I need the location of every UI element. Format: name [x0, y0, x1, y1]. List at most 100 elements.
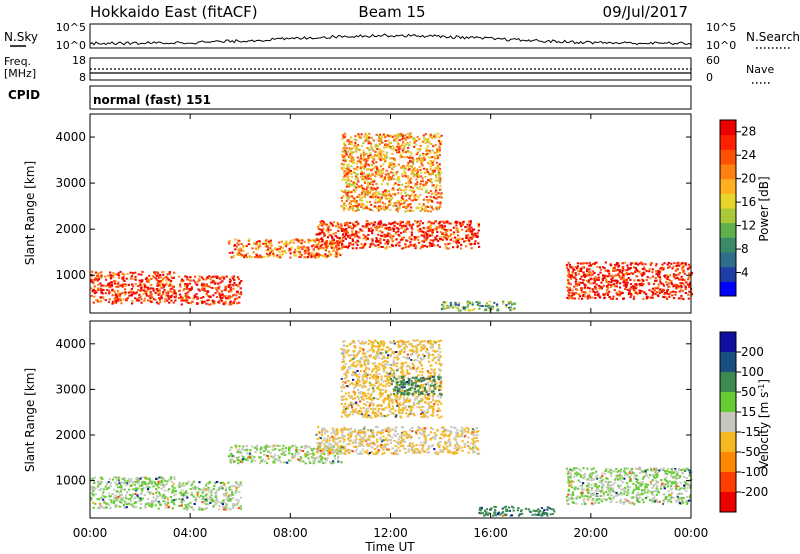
- data-cell: [318, 446, 321, 449]
- data-cell: [475, 430, 479, 433]
- data-cell: [113, 476, 116, 479]
- data-cell: [606, 286, 610, 289]
- data-cell: [440, 227, 443, 230]
- data-cell: [99, 300, 102, 303]
- data-cell: [134, 297, 137, 300]
- data-cell: [337, 226, 340, 229]
- data-cell: [418, 222, 422, 225]
- data-cell: [388, 200, 391, 203]
- data-cell: [589, 296, 592, 299]
- data-cell: [233, 299, 236, 302]
- data-cell: [349, 170, 352, 172]
- data-cell: [400, 196, 403, 199]
- data-cell: [683, 272, 686, 275]
- data-cell: [478, 245, 481, 248]
- data-cell: [385, 224, 388, 227]
- data-cell: [131, 283, 134, 286]
- data-cell: [354, 210, 357, 212]
- data-cell: [688, 284, 691, 287]
- data-cell: [360, 170, 363, 173]
- data-cell: [375, 240, 378, 243]
- nsky-tick-bottom: 10^0: [56, 39, 86, 52]
- data-cell: [353, 233, 356, 236]
- data-cell: [398, 187, 401, 190]
- data-cell: [369, 181, 372, 184]
- data-cell: [622, 274, 625, 277]
- data-cell: [434, 179, 437, 182]
- data-cell: [677, 297, 681, 300]
- data-cell: [277, 256, 280, 259]
- data-cell: [488, 306, 491, 309]
- data-cell: [225, 487, 228, 490]
- data-cell: [351, 207, 355, 210]
- data-cell: [424, 207, 427, 210]
- data-cell: [678, 271, 681, 274]
- data-cell: [420, 205, 423, 208]
- data-cell: [169, 496, 172, 498]
- data-cell: [205, 507, 208, 509]
- data-cell: [159, 279, 162, 282]
- data-cell: [431, 242, 434, 245]
- data-cell: [238, 491, 241, 494]
- data-cell: [210, 491, 213, 494]
- data-cell: [120, 493, 123, 496]
- data-cell: [331, 224, 334, 227]
- freq-tick-bottom: 8: [79, 71, 86, 84]
- data-cell: [467, 300, 470, 303]
- data-cell: [657, 295, 660, 298]
- data-cell: [428, 149, 431, 152]
- data-cell: [580, 268, 583, 270]
- data-cell: [266, 243, 269, 246]
- data-cell: [620, 291, 623, 294]
- data-cell: [283, 249, 286, 252]
- data-cell: [359, 199, 362, 201]
- data-cell: [630, 262, 633, 265]
- data-cell: [477, 223, 480, 226]
- data-cell: [389, 203, 392, 206]
- data-cell: [684, 262, 687, 265]
- data-cell: [361, 166, 364, 168]
- data-cell: [586, 273, 589, 276]
- data-cell: [625, 272, 628, 274]
- data-cell: [321, 229, 324, 232]
- data-cell: [186, 508, 189, 511]
- data-cell: [407, 132, 410, 135]
- data-cell: [99, 287, 103, 290]
- data-cell: [420, 175, 423, 178]
- data-cell: [354, 201, 357, 204]
- data-cell: [315, 433, 318, 436]
- data-cell: [421, 230, 424, 233]
- data-cell: [386, 242, 389, 245]
- data-cell: [230, 256, 233, 259]
- data-cell: [340, 437, 343, 440]
- data-cell: [331, 448, 334, 451]
- data-cell: [576, 267, 579, 270]
- data-cell: [632, 286, 635, 289]
- data-cell: [350, 431, 353, 434]
- data-cell: [107, 492, 111, 495]
- data-cell: [462, 221, 465, 224]
- data-cell: [202, 278, 205, 281]
- data-cell: [132, 285, 135, 288]
- data-cell: [355, 446, 358, 448]
- data-cell: [200, 297, 203, 299]
- data-cell: [421, 430, 425, 433]
- data-cell: [338, 450, 341, 452]
- data-cell: [325, 240, 329, 242]
- data-cell: [123, 293, 127, 296]
- data-cell: [167, 296, 170, 299]
- data-cell: [419, 169, 422, 171]
- data-cell: [402, 151, 405, 154]
- data-cell: [156, 489, 159, 492]
- data-cell: [431, 169, 434, 172]
- data-cell: [389, 234, 392, 237]
- data-cell: [436, 201, 439, 204]
- data-cell: [398, 204, 401, 207]
- data-cell: [157, 507, 160, 510]
- data-cell: [403, 189, 406, 192]
- data-cell: [367, 184, 370, 187]
- data-cell: [438, 166, 441, 168]
- data-cell: [393, 220, 396, 223]
- data-cell: [436, 149, 439, 152]
- data-cell: [351, 239, 354, 242]
